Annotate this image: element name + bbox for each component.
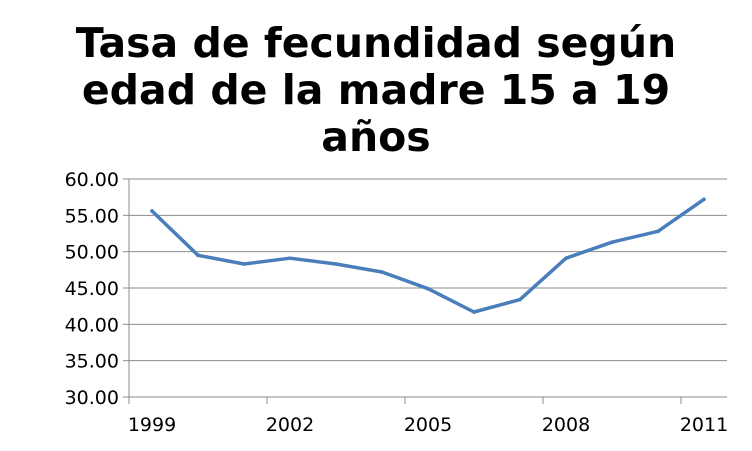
- y-tick-label: 55.00: [65, 205, 119, 227]
- x-tick-label: 2011: [680, 414, 728, 436]
- y-tick-label: 60.00: [65, 169, 119, 191]
- data-point: [564, 256, 568, 261]
- series-line: [150, 197, 706, 314]
- x-tick-label: 1999: [128, 414, 176, 436]
- data-point: [288, 256, 292, 261]
- data-point: [610, 240, 614, 245]
- series-layer: [150, 197, 706, 314]
- gridlines: [129, 178, 727, 362]
- y-tick-label: 35.00: [65, 351, 119, 373]
- chart-title-line-2: edad de la madre 15 a 19: [81, 66, 671, 114]
- y-tick-labels: 30.00 35.00 40.00 45.00 50.00 55.00 60.00: [65, 169, 119, 409]
- y-tick-label: 45.00: [65, 278, 119, 300]
- x-tick-label: 2008: [542, 414, 590, 436]
- x-tick-label: 2005: [404, 414, 452, 436]
- data-point: [518, 297, 522, 302]
- data-point: [334, 262, 338, 266]
- chart-title-line-3: años: [321, 113, 431, 161]
- data-point: [242, 262, 246, 266]
- chart-title: Tasa de fecundidad según edad de la madr…: [0, 20, 752, 161]
- data-point: [426, 286, 430, 291]
- y-tick-label: 50.00: [65, 242, 119, 264]
- y-tick-label: 30.00: [65, 387, 119, 409]
- y-tick-label: 40.00: [65, 314, 119, 336]
- chart-title-line-1: Tasa de fecundidad según: [75, 19, 677, 67]
- x-tick-label: 2002: [266, 414, 314, 436]
- data-point: [702, 197, 706, 202]
- x-tick-labels: 1999 2002 2005 2008 2011: [128, 414, 728, 436]
- data-point: [196, 253, 200, 258]
- data-point: [380, 270, 384, 274]
- data-point: [150, 209, 154, 213]
- data-point: [472, 310, 476, 314]
- data-point: [656, 229, 660, 234]
- axes: [123, 178, 727, 404]
